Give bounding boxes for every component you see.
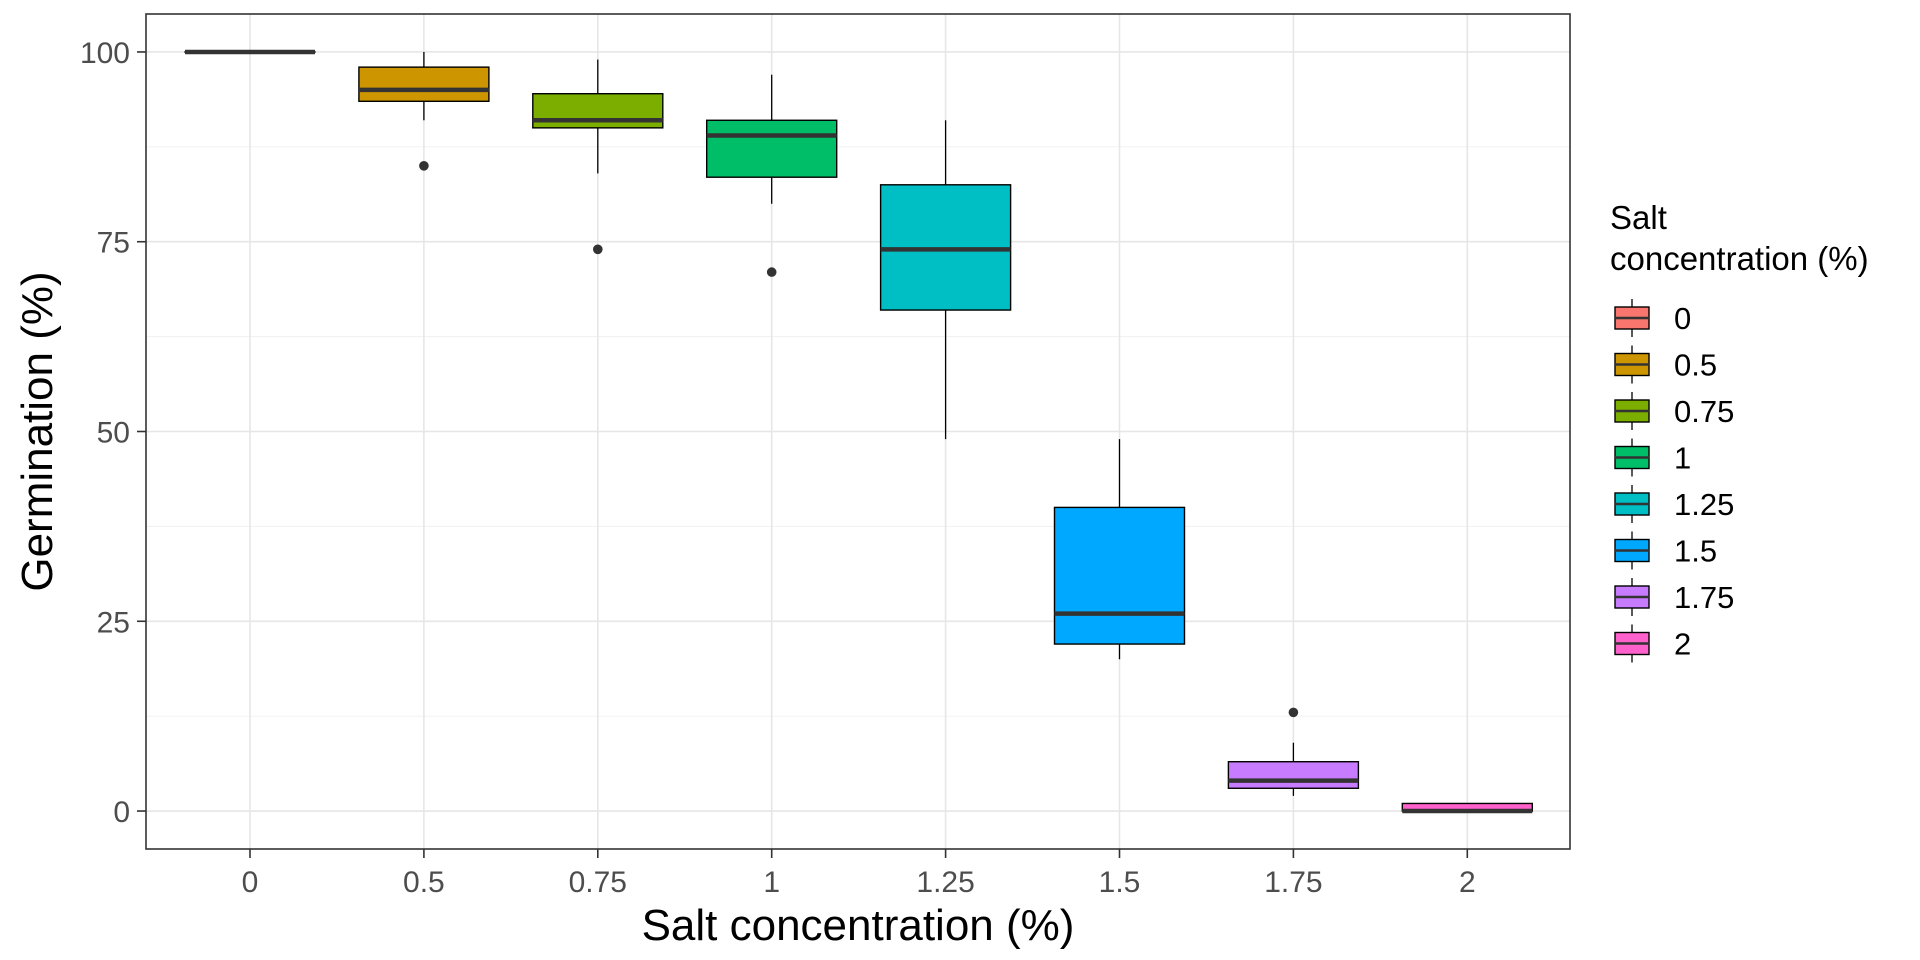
box-0.5 — [358, 51, 490, 171]
box-body — [706, 119, 838, 178]
axes: 0 25 50 75 100 0 0.5 0.75 1 1.25 1.5 1.75 2 — [80, 37, 1476, 899]
legend-label: 1.75 — [1674, 580, 1734, 615]
box-body — [358, 66, 490, 102]
legend-item-0.5: 0.5 — [1614, 345, 1717, 384]
y-tick-label: 100 — [80, 37, 130, 70]
box-1.75 — [1227, 707, 1360, 796]
legend-label: 0.75 — [1674, 394, 1734, 429]
x-tick-label: 0.75 — [569, 866, 627, 899]
boxes — [184, 49, 1534, 814]
legend-label: 1.5 — [1674, 534, 1717, 569]
x-tick-label: 0 — [242, 866, 259, 899]
y-tick-label: 50 — [97, 417, 130, 450]
x-axis-title: Salt concentration (%) — [642, 901, 1075, 950]
legend-label: 1 — [1674, 441, 1691, 476]
outlier-point — [766, 267, 777, 277]
y-tick-label: 75 — [97, 227, 130, 260]
legend-label: 0 — [1674, 301, 1691, 336]
x-tick-label: 1 — [763, 866, 780, 899]
legend-item-1.5: 1.5 — [1614, 531, 1717, 570]
x-tick-label: 1.5 — [1099, 866, 1141, 899]
y-tick-label: 0 — [113, 796, 130, 829]
grid-lines — [146, 14, 1570, 849]
legend-item-0.75: 0.75 — [1614, 392, 1734, 430]
legend-label: 2 — [1674, 627, 1691, 662]
box-body — [1227, 761, 1360, 789]
box-body — [532, 93, 664, 129]
box-1.5 — [1053, 439, 1186, 660]
y-axis-title: Germination (%) — [13, 271, 62, 591]
y-tick-label: 25 — [97, 606, 130, 639]
legend-label: 0.5 — [1674, 348, 1717, 383]
legend-item-1.75: 1.75 — [1614, 578, 1734, 616]
x-tick-label: 1.75 — [1264, 866, 1322, 899]
legend-item-1.25: 1.25 — [1614, 485, 1734, 523]
box-2 — [1401, 802, 1534, 814]
x-tick-label: 2 — [1459, 866, 1476, 899]
legend-item-1: 1 — [1614, 438, 1691, 477]
box-1.25 — [879, 120, 1012, 440]
x-tick-label: 1.25 — [916, 866, 974, 899]
legend-title: Salt — [1610, 199, 1667, 236]
legend-item-0: 0 — [1614, 299, 1691, 337]
legend: Salt concentration (%) 0 0.5 0.75 1 1.25 1.5 1… — [1610, 199, 1869, 663]
box-body — [1053, 506, 1186, 645]
box-1 — [706, 74, 838, 277]
outlier-point — [593, 244, 603, 255]
x-tick-label: 0.5 — [403, 866, 445, 899]
legend-item-2: 2 — [1614, 624, 1691, 663]
legend-label: 1.25 — [1674, 487, 1734, 522]
box-0.75 — [532, 59, 664, 255]
legend-title: concentration (%) — [1610, 240, 1869, 277]
outlier-point — [1288, 707, 1299, 718]
outlier-point — [419, 161, 429, 171]
